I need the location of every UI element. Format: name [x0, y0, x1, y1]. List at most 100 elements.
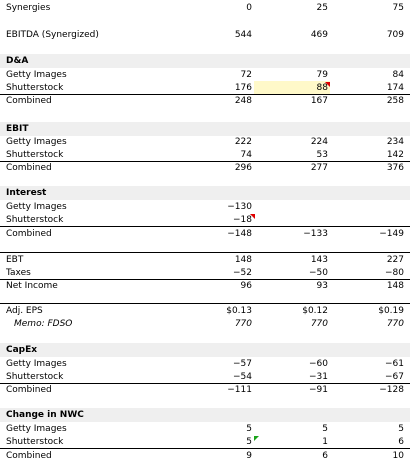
cell-year-3[interactable]: 227: [386, 255, 404, 265]
cell-year-2[interactable]: 88: [316, 83, 328, 93]
cell-year-1[interactable]: 9: [246, 451, 252, 461]
row-label[interactable]: Combined: [6, 163, 52, 173]
row-label[interactable]: Combined: [6, 96, 52, 106]
cell-year-1[interactable]: 0: [246, 3, 252, 13]
section-title[interactable]: Interest: [6, 188, 47, 198]
cell-year-2[interactable]: 6: [322, 451, 328, 461]
cell-year-3[interactable]: 376: [386, 163, 404, 173]
cell-year-2[interactable]: 1: [322, 437, 328, 447]
section-rule: [0, 303, 410, 304]
cell-year-3[interactable]: 234: [386, 137, 404, 147]
cell-year-2[interactable]: −60: [309, 359, 328, 369]
cell-year-3[interactable]: 770: [386, 319, 404, 329]
row-label[interactable]: Adj. EPS: [6, 306, 43, 316]
cell-year-2[interactable]: 469: [310, 30, 328, 40]
cell-year-3[interactable]: 142: [386, 150, 404, 160]
cell-year-3[interactable]: −149: [379, 229, 404, 239]
comment-indicator-icon[interactable]: [250, 214, 255, 219]
cell-year-1[interactable]: 296: [234, 163, 252, 173]
cell-year-3[interactable]: −67: [385, 372, 404, 382]
row-label[interactable]: Memo: FDSO: [14, 319, 73, 329]
cell-year-2[interactable]: −133: [303, 229, 328, 239]
row-label[interactable]: Shutterstock: [6, 150, 64, 160]
row-label[interactable]: Getty Images: [6, 70, 67, 80]
cell-year-3[interactable]: 148: [386, 281, 404, 291]
row-label[interactable]: Combined: [6, 229, 52, 239]
cell-year-2[interactable]: 770: [310, 319, 328, 329]
cell-year-1[interactable]: $0.13: [226, 306, 252, 316]
cell-year-1[interactable]: 74: [240, 150, 252, 160]
cell-year-3[interactable]: 258: [386, 96, 404, 106]
cell-year-3[interactable]: 10: [392, 451, 404, 461]
cell-year-3[interactable]: 709: [386, 30, 404, 40]
cell-year-1[interactable]: 222: [234, 137, 252, 147]
row-label[interactable]: Combined: [6, 451, 52, 461]
row-label[interactable]: Getty Images: [6, 359, 67, 369]
cell-year-3[interactable]: −128: [379, 385, 404, 395]
cell-year-1[interactable]: −130: [227, 202, 252, 212]
cell-year-1[interactable]: −148: [227, 229, 252, 239]
cell-year-1[interactable]: 148: [234, 255, 252, 265]
cell-year-1[interactable]: 770: [234, 319, 252, 329]
cell-year-1[interactable]: 176: [234, 83, 252, 93]
cell-year-1[interactable]: 96: [240, 281, 252, 291]
cell-year-3[interactable]: 6: [398, 437, 404, 447]
cell-year-3[interactable]: 75: [392, 3, 404, 13]
cell-year-3[interactable]: 5: [398, 424, 404, 434]
row-label[interactable]: Combined: [6, 385, 52, 395]
highlighted-cell[interactable]: [254, 81, 330, 94]
cell-year-1[interactable]: 5: [246, 437, 252, 447]
cell-year-1[interactable]: −57: [233, 359, 252, 369]
cell-year-3[interactable]: $0.19: [378, 306, 404, 316]
cell-year-2[interactable]: −31: [309, 372, 328, 382]
subtotal-rule: [0, 94, 410, 95]
comment-indicator-icon[interactable]: [325, 82, 330, 87]
cell-year-2[interactable]: 167: [310, 96, 328, 106]
row-label[interactable]: EBITDA (Synergized): [6, 30, 99, 40]
section-title[interactable]: EBIT: [6, 124, 29, 134]
row-label[interactable]: Net Income: [6, 281, 58, 291]
subtotal-rule: [0, 383, 410, 384]
cell-year-2[interactable]: 93: [316, 281, 328, 291]
section-band-nwc: [0, 408, 410, 422]
cell-year-2[interactable]: −91: [309, 385, 328, 395]
row-label[interactable]: Shutterstock: [6, 372, 64, 382]
cell-year-1[interactable]: −52: [233, 268, 252, 278]
cell-year-3[interactable]: −61: [385, 359, 404, 369]
cell-year-1[interactable]: 544: [234, 30, 252, 40]
subtotal-rule: [0, 161, 410, 162]
row-label[interactable]: Shutterstock: [6, 215, 64, 225]
cell-year-1[interactable]: 72: [240, 70, 252, 80]
row-label[interactable]: Getty Images: [6, 202, 67, 212]
cell-year-1[interactable]: 248: [234, 96, 252, 106]
cell-year-2[interactable]: 79: [316, 70, 328, 80]
cell-year-2[interactable]: 5: [322, 424, 328, 434]
row-label[interactable]: Getty Images: [6, 424, 67, 434]
error-indicator-icon[interactable]: [254, 436, 259, 441]
cell-year-3[interactable]: 84: [392, 70, 404, 80]
row-label[interactable]: Shutterstock: [6, 83, 64, 93]
cell-year-2[interactable]: 53: [316, 150, 328, 160]
section-title[interactable]: CapEx: [6, 345, 38, 355]
section-title[interactable]: Change in NWC: [6, 410, 84, 420]
cell-year-2[interactable]: 277: [310, 163, 328, 173]
row-label[interactable]: EBT: [6, 255, 24, 265]
row-label[interactable]: Taxes: [6, 268, 31, 278]
row-label[interactable]: Synergies: [6, 3, 51, 13]
cell-year-2[interactable]: −50: [309, 268, 328, 278]
cell-year-2[interactable]: $0.12: [302, 306, 328, 316]
cell-year-1[interactable]: −54: [233, 372, 252, 382]
cell-year-1[interactable]: 5: [246, 424, 252, 434]
cell-year-2[interactable]: 224: [310, 137, 328, 147]
cell-year-3[interactable]: −80: [385, 268, 404, 278]
cell-year-2[interactable]: 143: [310, 255, 328, 265]
cell-year-1[interactable]: −111: [227, 385, 252, 395]
cell-year-3[interactable]: 174: [386, 83, 404, 93]
cell-year-1[interactable]: −18: [233, 215, 252, 225]
section-title[interactable]: D&A: [6, 56, 29, 66]
subtotal-rule: [0, 448, 410, 449]
row-label[interactable]: Shutterstock: [6, 437, 64, 447]
cell-year-2[interactable]: 25: [316, 3, 328, 13]
row-label[interactable]: Getty Images: [6, 137, 67, 147]
